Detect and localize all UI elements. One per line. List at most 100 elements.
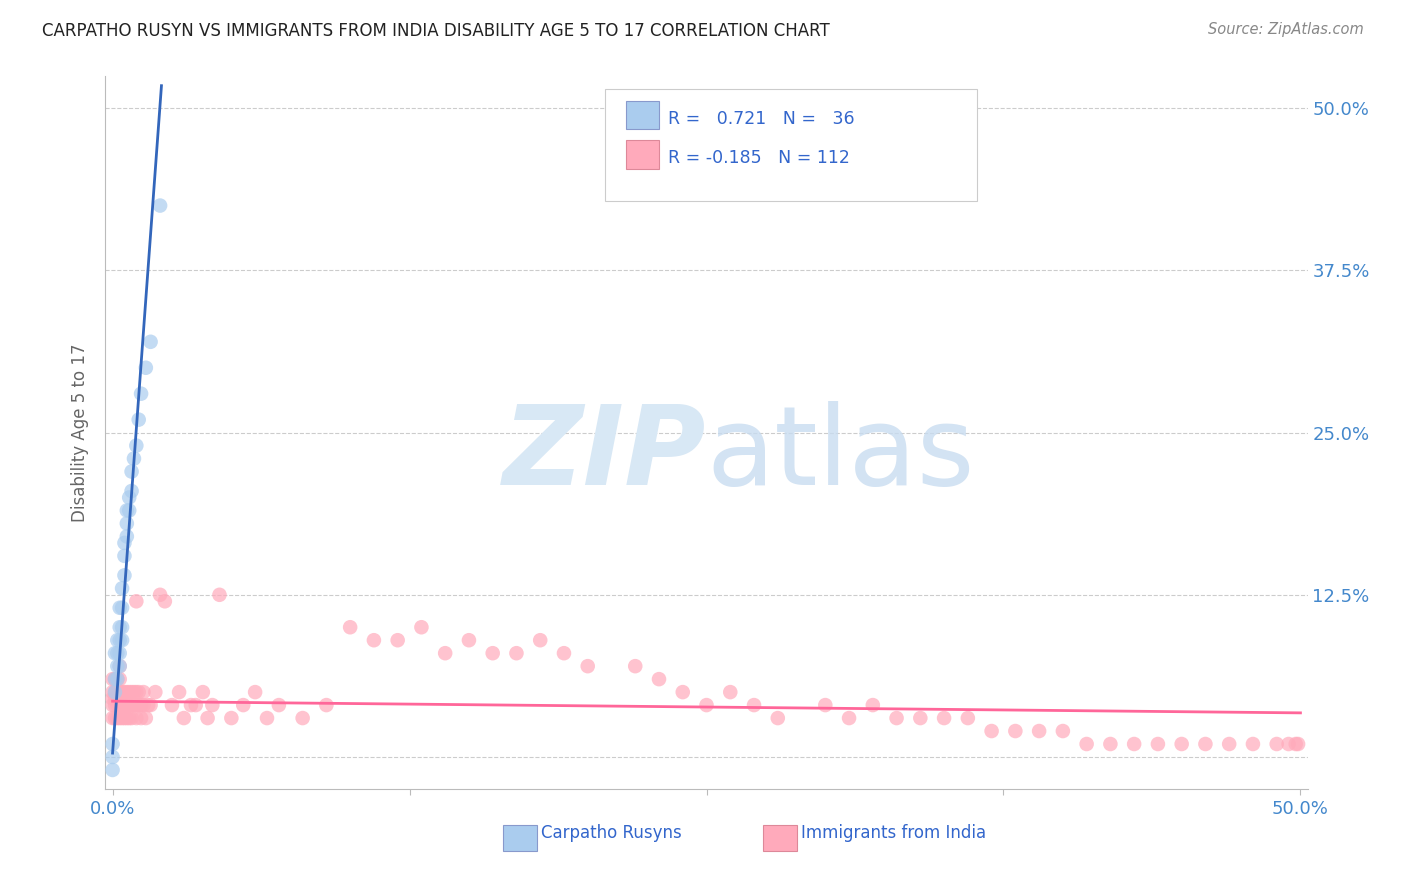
Point bbox=[108, 698, 131, 712]
Point bbox=[118, 698, 141, 712]
Point bbox=[114, 536, 136, 550]
Point bbox=[624, 659, 647, 673]
Point bbox=[695, 698, 717, 712]
Point bbox=[160, 698, 183, 712]
Point bbox=[125, 711, 148, 725]
Point bbox=[115, 529, 138, 543]
Point bbox=[173, 711, 195, 725]
Point bbox=[125, 594, 148, 608]
Point bbox=[191, 685, 214, 699]
Point bbox=[101, 672, 124, 686]
Point bbox=[104, 698, 127, 712]
Point bbox=[121, 483, 143, 498]
Point bbox=[101, 750, 124, 764]
Text: ZIP: ZIP bbox=[503, 401, 707, 508]
Point bbox=[139, 334, 162, 349]
Point bbox=[153, 594, 176, 608]
Point bbox=[114, 711, 136, 725]
Point bbox=[481, 646, 503, 660]
Point bbox=[108, 646, 131, 660]
Point bbox=[125, 439, 148, 453]
Point bbox=[1076, 737, 1098, 751]
Point bbox=[105, 672, 128, 686]
Point bbox=[862, 698, 884, 712]
Text: atlas: atlas bbox=[707, 401, 974, 508]
Point bbox=[121, 698, 143, 712]
Point bbox=[111, 711, 134, 725]
Point bbox=[114, 549, 136, 563]
Point bbox=[132, 698, 155, 712]
Point bbox=[267, 698, 290, 712]
Point bbox=[122, 698, 145, 712]
Point bbox=[1123, 737, 1146, 751]
Point bbox=[104, 711, 127, 725]
Text: Immigrants from India: Immigrants from India bbox=[801, 824, 987, 842]
Text: R =   0.721   N =   36: R = 0.721 N = 36 bbox=[668, 110, 855, 128]
Point bbox=[149, 588, 172, 602]
Point bbox=[105, 698, 128, 712]
Point bbox=[411, 620, 433, 634]
Point bbox=[1099, 737, 1122, 751]
Point bbox=[910, 711, 932, 725]
Point bbox=[108, 711, 131, 725]
Point bbox=[232, 698, 254, 712]
Point bbox=[256, 711, 278, 725]
Point bbox=[132, 685, 155, 699]
Point bbox=[956, 711, 979, 725]
Point bbox=[118, 711, 141, 725]
Point bbox=[434, 646, 457, 660]
Point bbox=[114, 698, 136, 712]
Point bbox=[135, 711, 157, 725]
Point bbox=[1265, 737, 1288, 751]
Point bbox=[1028, 724, 1050, 739]
Point bbox=[108, 600, 131, 615]
Point bbox=[129, 698, 152, 712]
Point bbox=[648, 672, 671, 686]
Point bbox=[197, 711, 219, 725]
Point bbox=[104, 691, 127, 706]
Point bbox=[104, 646, 127, 660]
Point bbox=[108, 659, 131, 673]
Point bbox=[111, 691, 134, 706]
Point bbox=[1194, 737, 1216, 751]
Point bbox=[838, 711, 860, 725]
Point bbox=[129, 711, 152, 725]
Point bbox=[1147, 737, 1170, 751]
Point bbox=[121, 685, 143, 699]
Text: CARPATHO RUSYN VS IMMIGRANTS FROM INDIA DISABILITY AGE 5 TO 17 CORRELATION CHART: CARPATHO RUSYN VS IMMIGRANTS FROM INDIA … bbox=[42, 22, 830, 40]
Point bbox=[1241, 737, 1264, 751]
Point bbox=[1286, 737, 1309, 751]
Point bbox=[101, 763, 124, 777]
Point bbox=[128, 685, 150, 699]
Point bbox=[105, 633, 128, 648]
Point bbox=[742, 698, 765, 712]
Point bbox=[208, 588, 231, 602]
Point bbox=[111, 620, 134, 634]
Point bbox=[118, 685, 141, 699]
Point bbox=[143, 685, 166, 699]
Point bbox=[576, 659, 599, 673]
Point bbox=[167, 685, 190, 699]
Point bbox=[101, 698, 124, 712]
Point bbox=[315, 698, 337, 712]
Point bbox=[125, 698, 148, 712]
Point bbox=[114, 685, 136, 699]
Point bbox=[121, 465, 143, 479]
Point bbox=[128, 412, 150, 426]
Point bbox=[114, 568, 136, 582]
Point bbox=[180, 698, 202, 712]
Point bbox=[118, 503, 141, 517]
Point bbox=[814, 698, 837, 712]
Point bbox=[718, 685, 741, 699]
Point bbox=[108, 659, 131, 673]
Point bbox=[115, 503, 138, 517]
Point bbox=[1277, 737, 1299, 751]
Point bbox=[101, 691, 124, 706]
Point bbox=[128, 698, 150, 712]
Point bbox=[201, 698, 224, 712]
Point bbox=[104, 672, 127, 686]
Point bbox=[105, 691, 128, 706]
Point bbox=[111, 582, 134, 596]
Point bbox=[111, 633, 134, 648]
Point bbox=[672, 685, 695, 699]
